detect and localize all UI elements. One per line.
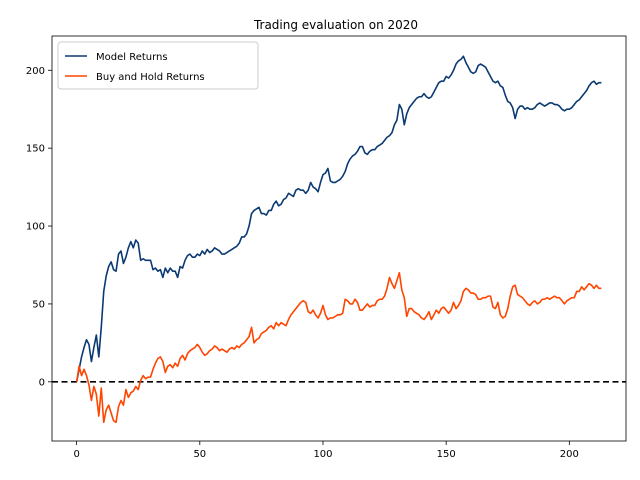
x-tick-label: 150 bbox=[437, 449, 456, 460]
x-axis: 0 50 100 150 200 bbox=[73, 441, 579, 460]
series-line-model-returns bbox=[75, 55, 602, 382]
plot-area bbox=[51, 35, 627, 442]
x-tick-label: 0 bbox=[73, 449, 79, 460]
y-axis: 0 50 100 150 200 bbox=[26, 66, 52, 388]
series-line-buy-and-hold-returns bbox=[75, 271, 602, 424]
legend-box bbox=[57, 41, 259, 90]
x-tick-label: 50 bbox=[193, 449, 206, 460]
y-tick-label: 0 bbox=[39, 377, 45, 388]
chart-title: Trading evaluation on 2020 bbox=[253, 18, 418, 32]
y-tick-label: 200 bbox=[26, 66, 45, 77]
y-tick-label: 50 bbox=[32, 299, 45, 310]
x-tick-label: 100 bbox=[313, 449, 332, 460]
x-tick-label: 200 bbox=[560, 449, 579, 460]
legend-label-model-returns: Model Returns bbox=[96, 52, 168, 63]
y-tick-label: 100 bbox=[26, 222, 45, 233]
legend: Model Returns Buy and Hold Returns bbox=[57, 41, 259, 90]
legend-label-buy-and-hold-returns: Buy and Hold Returns bbox=[96, 72, 205, 83]
y-tick-label: 150 bbox=[26, 144, 45, 155]
axes-frame bbox=[51, 35, 627, 442]
